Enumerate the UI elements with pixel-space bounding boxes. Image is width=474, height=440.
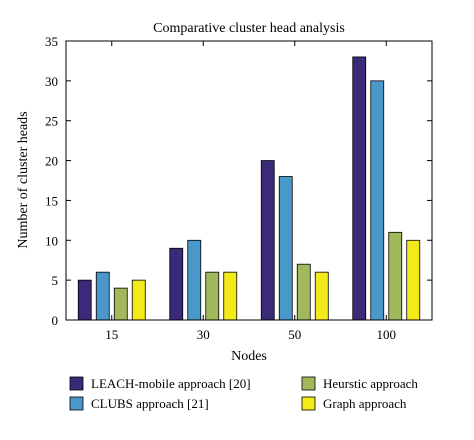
bar-2-15 — [95, 271, 110, 321]
x-axis: 15 30 50 100 — [105, 41, 396, 342]
x-axis-label: Nodes — [231, 349, 267, 364]
x-tick-label: 15 — [105, 327, 118, 342]
bar-1-50 — [260, 160, 275, 321]
legend-swatch-4 — [301, 396, 316, 411]
y-tick-label: 15 — [45, 193, 58, 208]
chart-title: Comparative cluster head analysis — [153, 21, 345, 36]
bar-1-100 — [352, 56, 367, 321]
y-tick-label: 10 — [45, 233, 58, 248]
legend-label-2: CLUBS approach [21] — [91, 396, 209, 411]
bar-3-30 — [205, 271, 220, 321]
legend: LEACH-mobile approach [20] CLUBS approach… — [69, 376, 418, 411]
bar-2-50 — [278, 176, 293, 321]
legend-label-1: LEACH-mobile approach [20] — [91, 376, 251, 391]
bar-1-15 — [77, 279, 92, 321]
bar-3-50 — [296, 263, 311, 321]
bar-3-15 — [113, 287, 128, 321]
y-tick-label: 5 — [52, 273, 59, 288]
y-tick-label: 0 — [52, 313, 59, 328]
bar-4-100 — [406, 239, 421, 321]
bar-4-15 — [131, 279, 146, 321]
y-axis: 0 5 10 15 20 25 30 35 — [45, 34, 432, 328]
bar-1-30 — [169, 247, 184, 321]
legend-label-3: Heurstic approach — [323, 376, 418, 391]
y-axis-label: Number of cluster heads — [16, 111, 31, 248]
legend-swatch-3 — [301, 376, 316, 391]
y-tick-label: 30 — [45, 74, 58, 89]
bar-4-30 — [223, 271, 238, 321]
plot-frame — [65, 40, 433, 321]
x-tick-label: 100 — [377, 327, 397, 342]
legend-swatch-1 — [69, 376, 84, 391]
legend-swatch-2 — [69, 396, 84, 411]
bar-2-100 — [370, 80, 385, 321]
x-tick-label: 50 — [288, 327, 301, 342]
bar-4-50 — [314, 271, 329, 321]
legend-label-4: Graph approach — [323, 396, 407, 411]
bars-group — [77, 56, 421, 321]
y-tick-label: 20 — [45, 154, 58, 169]
bar-2-30 — [187, 239, 202, 321]
x-tick-label: 30 — [197, 327, 210, 342]
y-tick-label: 35 — [45, 34, 58, 49]
y-tick-label: 25 — [45, 114, 58, 129]
bar-3-100 — [388, 231, 403, 321]
